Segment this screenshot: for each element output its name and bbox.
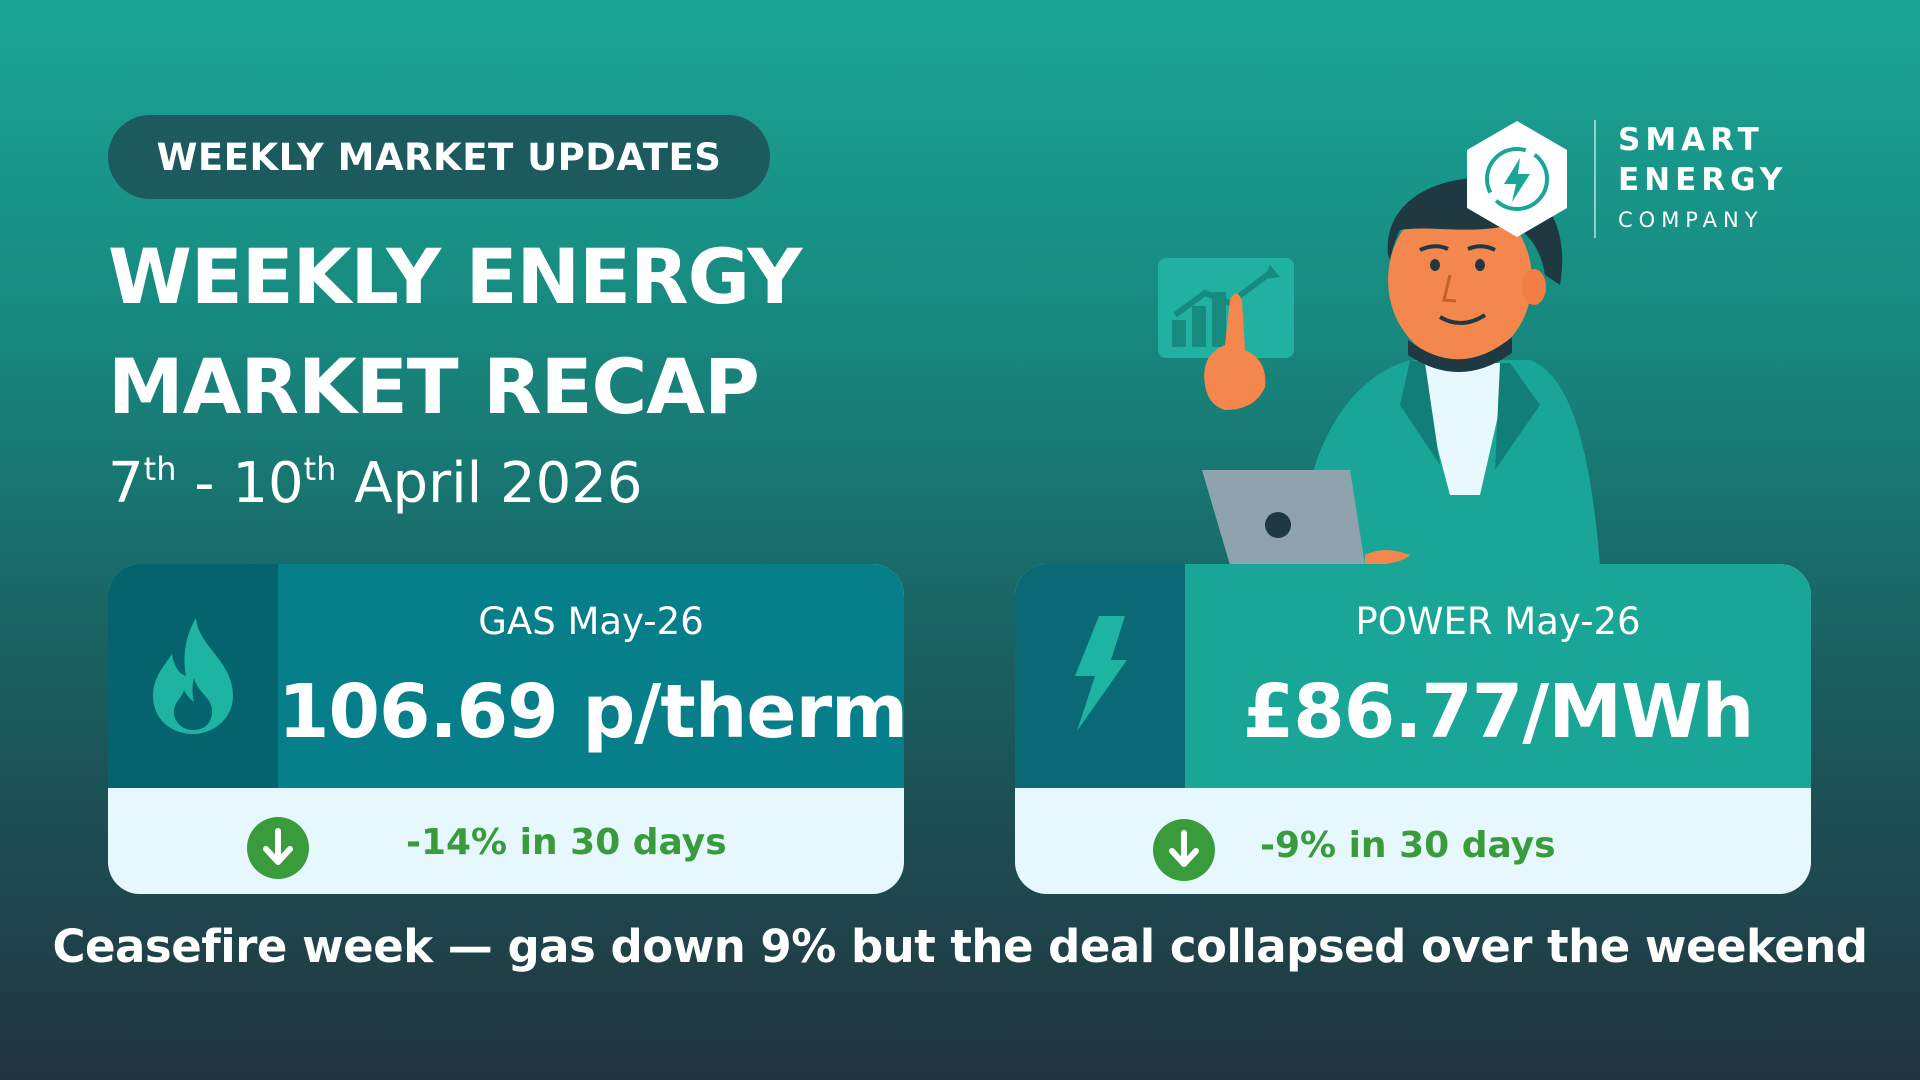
logo-text-company: COMPANY <box>1618 208 1764 232</box>
start-day: 7 <box>108 451 144 516</box>
logo-divider <box>1594 120 1596 238</box>
arrow-down-circle-icon <box>247 817 309 879</box>
arrow-down-circle-icon <box>1153 819 1215 881</box>
date-separator: - <box>194 451 215 516</box>
date-range: 7th - 10th April 2026 <box>108 450 643 516</box>
gas-change-text: -14% in 30 days <box>406 822 727 863</box>
headline-caption: Ceasefire week — gas down 9% but the dea… <box>52 920 1868 973</box>
logo-text-energy: ENERGY <box>1618 162 1788 198</box>
lightning-hexagon-icon <box>1467 121 1567 237</box>
gas-contract-label: GAS May-26 <box>478 600 704 643</box>
power-contract-label: POWER May-26 <box>1355 600 1641 643</box>
power-icon-panel <box>1015 564 1185 788</box>
gas-price-card: GAS May-26 106.69 p/therm -14% in 30 day… <box>108 564 904 894</box>
power-change-text: -9% in 30 days <box>1260 825 1556 866</box>
gas-icon-panel <box>108 564 278 788</box>
month-year: April 2026 <box>354 451 643 516</box>
page-title-line-1: WEEKLY ENERGY <box>108 232 802 321</box>
person-illustration <box>1158 177 1600 565</box>
gas-price-value: 106.69 p/therm <box>278 669 904 755</box>
page-title-line-2: MARKET RECAP <box>108 342 760 431</box>
growth-chart-icon <box>1158 258 1294 358</box>
lightning-icon <box>1075 616 1127 731</box>
flame-icon <box>153 618 233 734</box>
logo-text-smart: SMART <box>1618 122 1764 158</box>
end-day-suffix: th <box>303 450 337 488</box>
power-price-value: £86.77/MWh <box>1242 669 1755 755</box>
power-price-card: POWER May-26 £86.77/MWh -9% in 30 days <box>1015 564 1811 894</box>
category-badge: WEEKLY MARKET UPDATES <box>108 115 770 199</box>
start-day-suffix: th <box>143 450 177 488</box>
end-day: 10 <box>232 451 304 516</box>
